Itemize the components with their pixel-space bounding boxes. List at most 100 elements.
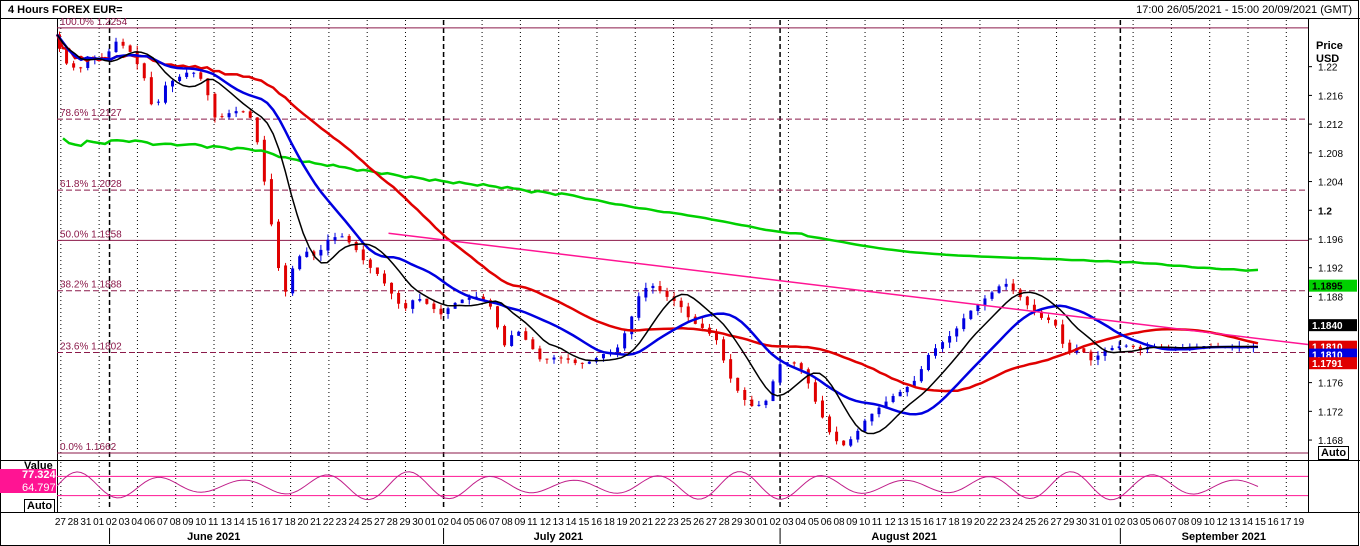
price-axis-title-line2: USD [1316, 53, 1340, 65]
candle-body [1011, 283, 1015, 291]
candle-body [1138, 346, 1142, 350]
candle-body [524, 331, 528, 340]
x-day-label: 01 [425, 517, 437, 528]
candle-body [856, 430, 860, 440]
candle-body [114, 41, 118, 52]
x-day-label: 15 [910, 517, 922, 528]
candle-body [573, 359, 577, 364]
x-day-label: 14 [1242, 517, 1254, 528]
candle-body [277, 221, 281, 269]
x-day-label: 12 [1216, 517, 1228, 528]
candle-body [65, 47, 69, 64]
x-day-label: 06 [821, 517, 833, 528]
candle-body [319, 249, 323, 256]
candle-body [262, 139, 266, 182]
x-day-label: 01 [757, 517, 769, 528]
x-day-label: 06 [144, 517, 156, 528]
candle-body [665, 290, 669, 297]
rsi-value-1: 77.324 [22, 469, 56, 481]
x-day-label: 10 [1204, 517, 1216, 528]
candle-body [220, 116, 224, 118]
candle-body [898, 391, 902, 397]
x-day-label: 15 [578, 517, 590, 528]
price-tick-label: 1.196 [1318, 235, 1343, 246]
candle-body [340, 236, 344, 238]
price-tick-label: 1.168 [1318, 436, 1343, 447]
candle-body [1082, 348, 1086, 353]
price-tick-label: 1.192 [1318, 264, 1343, 275]
candle-body [828, 416, 832, 433]
candle-body [630, 316, 634, 335]
candle-body [495, 306, 499, 328]
x-day-label: 31 [80, 517, 92, 528]
candle-body [460, 299, 464, 304]
candle-body [481, 296, 485, 301]
candle-body [820, 400, 824, 418]
candle-body [729, 359, 733, 379]
candle-body [199, 72, 203, 79]
candle-body [1047, 317, 1051, 320]
x-day-label: 08 [834, 517, 846, 528]
candle-body [192, 72, 196, 74]
x-day-label: 04 [131, 517, 143, 528]
red-moving-average [55, 33, 1259, 393]
x-day-label: 11 [527, 517, 538, 528]
x-day-label: 18 [285, 517, 297, 528]
x-day-label: 06 [476, 517, 488, 528]
x-day-label: 28 [719, 517, 731, 528]
candle-body [651, 285, 655, 289]
black-moving-average [56, 33, 1259, 435]
candle-body [1096, 355, 1100, 360]
x-month-label: July 2021 [534, 531, 584, 543]
x-day-label: 04 [795, 517, 807, 528]
candle-body [326, 239, 330, 251]
candle-body [213, 93, 217, 118]
candle-body [171, 80, 175, 87]
chart-title: 4 Hours FOREX EUR= [8, 4, 123, 16]
x-day-label: 09 [514, 517, 526, 528]
x-day-label: 05 [808, 517, 820, 528]
price-tag-label: 1.1791 [1312, 359, 1343, 370]
price-tag-label: 1.1810 [1312, 351, 1343, 362]
price-auto-scale-button[interactable]: Auto [1318, 446, 1350, 460]
candle-body [439, 308, 443, 315]
x-day-label: 30 [1076, 517, 1088, 528]
candle-body [933, 348, 937, 356]
candle-body [616, 347, 620, 353]
x-day-label: 26 [693, 517, 705, 528]
x-day-label: 11 [208, 517, 219, 528]
x-day-label: 29 [731, 517, 743, 528]
candle-body [269, 179, 273, 225]
price-tag-label: 1.1810 [1312, 343, 1343, 354]
x-day-label: 24 [1012, 517, 1024, 528]
candle-body [467, 297, 471, 300]
price-tag-box [1309, 319, 1357, 332]
x-day-label: 20 [974, 517, 986, 528]
x-day-label: 01 [93, 517, 105, 528]
x-day-label: 07 [157, 517, 169, 528]
x-day-label: 19 [1293, 517, 1305, 528]
price-tick-label: 1.172 [1318, 407, 1343, 418]
candle-body [771, 381, 775, 402]
x-day-label: 25 [680, 517, 692, 528]
x-day-label: 09 [846, 517, 858, 528]
x-day-label: 23 [668, 517, 680, 528]
x-day-label: 10 [859, 517, 871, 528]
rsi-value-box: Value 77.324 64.797 Auto [0, 460, 56, 513]
candle-body [538, 348, 542, 360]
candle-body [722, 339, 726, 361]
candle-body [912, 380, 916, 388]
candle-body [919, 369, 923, 382]
x-day-label: 19 [617, 517, 629, 528]
x-day-label: 08 [502, 517, 514, 528]
fib-level-label: 61.8% 1.2028 [60, 179, 122, 190]
rsi-auto-scale-button[interactable]: Auto [24, 499, 56, 513]
candle-body [86, 59, 90, 68]
candle-body [849, 439, 853, 446]
x-day-label: 15 [246, 517, 258, 528]
candle-body [234, 111, 238, 114]
x-day-label: 12 [885, 517, 897, 528]
x-day-label: 05 [1140, 517, 1152, 528]
x-day-label: 10 [195, 517, 207, 528]
